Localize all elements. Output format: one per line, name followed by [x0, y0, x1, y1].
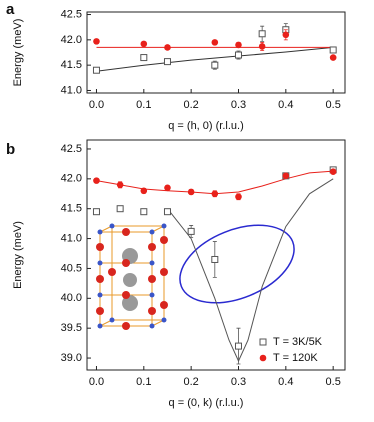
y-tick-label: 41.0 [61, 84, 82, 96]
data-point [163, 58, 171, 66]
y-tick-label: 41.0 [61, 232, 82, 244]
y-tick-label: 42.5 [61, 8, 82, 20]
legend-symbol [259, 354, 267, 362]
data-point [234, 51, 242, 59]
data-point [164, 184, 171, 192]
x-tick-label: 0.1 [136, 99, 151, 111]
data-point [235, 41, 242, 49]
y-tick-label: 40.5 [61, 262, 82, 274]
data-point [234, 342, 242, 350]
plot-frame [86, 11, 346, 94]
panel-label: b [6, 141, 15, 158]
x-tick-label: 0.3 [231, 376, 246, 388]
data-point [140, 54, 148, 62]
data-point [211, 61, 219, 69]
data-point [211, 190, 219, 198]
data-point [235, 193, 242, 201]
highlight-ellipse [179, 224, 295, 304]
x-tick-label: 0.5 [326, 376, 341, 388]
data-point [116, 205, 124, 213]
data-point [258, 30, 266, 38]
data-point [329, 54, 337, 61]
data-point [116, 181, 124, 189]
panel: b q = (0, k) (r.l.u.) Energy (meV) 0.0 0.1 0.… [6, 139, 346, 409]
y-tick-label: 39.0 [61, 352, 82, 364]
panel: a q = (h, 0) (r.l.u.) Energy (meV) 0.0 0.1 0.… [6, 1, 346, 132]
data-point [211, 39, 219, 46]
legend-label: T = 120K [273, 352, 318, 364]
data-point [329, 168, 337, 175]
x-tick-label: 0.1 [136, 376, 151, 388]
x-tick-label: 0.0 [89, 376, 104, 388]
plot-frame [86, 139, 346, 371]
data-point [93, 177, 100, 184]
fit-line [167, 178, 334, 363]
y-tick-label: 39.5 [61, 322, 82, 334]
panel-label: a [6, 1, 15, 18]
y-axis-label: Energy (meV) [12, 19, 24, 87]
x-tick-label: 0.2 [183, 376, 198, 388]
data-point [164, 44, 171, 51]
data-point [258, 43, 266, 50]
data-point [93, 38, 100, 45]
data-point [140, 187, 148, 195]
data-point [140, 40, 148, 48]
data-point [211, 255, 219, 263]
x-tick-label: 0.3 [231, 99, 246, 111]
data-point [187, 188, 195, 196]
data-point [92, 66, 100, 74]
x-tick-label: 0.5 [326, 99, 341, 111]
data-point [329, 46, 337, 54]
data-point [92, 208, 100, 216]
x-tick-label: 0.4 [278, 99, 293, 111]
y-tick-label: 41.5 [61, 59, 82, 71]
data-point [187, 227, 195, 235]
y-axis-label: Energy (meV) [12, 221, 24, 289]
y-tick-label: 41.5 [61, 203, 82, 215]
crystal-inset [96, 223, 168, 330]
y-tick-label: 40.0 [61, 292, 82, 304]
legend-label: T = 3K/5K [273, 336, 323, 348]
data-point [282, 172, 290, 180]
data-point [282, 31, 290, 39]
x-tick-label: 0.4 [278, 376, 293, 388]
y-tick-label: 42.5 [61, 143, 82, 155]
y-tick-label: 42.0 [61, 34, 82, 46]
x-tick-label: 0.0 [89, 99, 104, 111]
x-axis-label: q = (h, 0) (r.l.u.) [168, 120, 244, 132]
x-tick-label: 0.2 [183, 99, 198, 111]
x-axis-label: q = (0, k) (r.l.u.) [169, 397, 244, 409]
y-tick-label: 42.0 [61, 173, 82, 185]
data-point [163, 208, 171, 216]
data-point [140, 208, 148, 216]
fit-line [96, 46, 334, 72]
legend-symbol [259, 338, 267, 346]
